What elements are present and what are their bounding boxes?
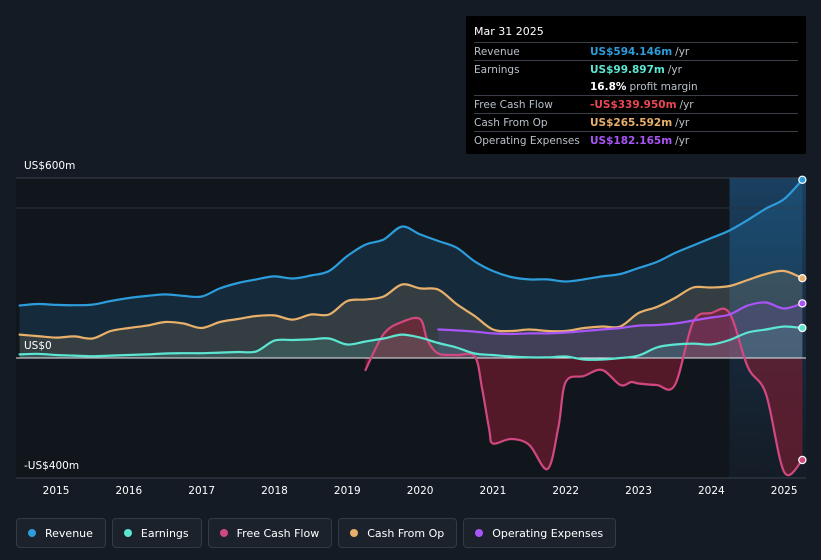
legend-dot-icon — [123, 529, 132, 537]
tooltip-row: Earnings US$99.897m/yr — [474, 60, 798, 78]
legend-item-revenue[interactable]: Revenue — [16, 518, 106, 548]
tooltip-row-unit: /yr — [667, 63, 682, 76]
legend-label: Cash From Op — [367, 526, 445, 540]
legend-label: Revenue — [45, 526, 93, 540]
x-tick-label: 2023 — [625, 485, 652, 497]
legend-label: Free Cash Flow — [236, 526, 320, 540]
legend-item-free-cash-flow[interactable]: Free Cash Flow — [207, 518, 333, 548]
line-operating-expenses — [437, 301, 804, 336]
line-free-cash-flow — [364, 307, 804, 477]
x-tick-label: 2021 — [479, 485, 507, 497]
tooltip-row-value: US$594.146m — [590, 45, 673, 58]
line-revenue — [18, 178, 804, 307]
x-tick-label: 2015 — [42, 485, 70, 497]
data-tooltip: Mar 31 2025 Revenue US$594.146m/yr Earning… — [466, 16, 806, 154]
chart-legend: Revenue Earnings Free Cash Flow Cash From O… — [16, 518, 617, 548]
tooltip-row-value: -US$339.950m — [590, 98, 677, 111]
tooltip-row-label: Operating Expenses — [474, 134, 580, 147]
legend-dot-icon — [475, 529, 484, 537]
legend-item-operating-expenses[interactable]: Operating Expenses — [463, 518, 617, 548]
endpoint-cash-from-op — [798, 274, 807, 283]
x-tick-label: 2024 — [697, 485, 725, 497]
tooltip-row-value: US$182.165m — [590, 134, 673, 147]
area-revenue — [19, 179, 803, 358]
tooltip-row-value: US$99.897m — [590, 63, 665, 76]
x-tick-label: 2016 — [115, 485, 143, 497]
endpoint-earnings — [798, 323, 807, 333]
tooltip-row-unit: /yr — [679, 98, 694, 111]
legend-dot-icon — [219, 529, 228, 537]
tooltip-row-unit: /yr — [675, 134, 690, 147]
x-tick-label: 2019 — [333, 485, 361, 497]
tooltip-row-value: 16.8% — [590, 80, 627, 93]
tooltip-row-value: US$265.592m — [590, 116, 673, 129]
tooltip-row-unit: /yr — [675, 116, 690, 129]
x-tick-label: 2022 — [552, 485, 580, 497]
endpoint-free-cash-flow — [798, 455, 807, 465]
x-tick-label: 2017 — [188, 485, 216, 497]
y-axis-bottom-label: -US$400m — [24, 460, 80, 472]
tooltip-row: 16.8% profit margin — [474, 78, 798, 95]
legend-item-earnings[interactable]: Earnings — [111, 518, 202, 548]
legend-label: Earnings — [140, 526, 189, 540]
tooltip-row-unit: /yr — [675, 45, 690, 58]
x-tick-label: 2025 — [770, 485, 798, 497]
line-cash-from-op — [18, 269, 804, 340]
area-free-cash-flow — [365, 308, 803, 476]
y-axis-top-label: US$600m — [24, 160, 76, 172]
legend-label: Operating Expenses — [492, 526, 604, 540]
x-tick-label: 2020 — [406, 485, 434, 497]
area-earnings — [19, 326, 803, 360]
tooltip-date: Mar 31 2025 — [474, 25, 544, 38]
legend-dot-icon — [350, 529, 359, 537]
tooltip-row: Free Cash Flow -US$339.950m/yr — [474, 95, 798, 113]
area-cash-from-op — [19, 270, 803, 358]
tooltip-row: Operating Expenses US$182.165m/yr — [474, 131, 798, 149]
x-tick-label: 2018 — [261, 485, 288, 497]
line-earnings — [18, 325, 804, 361]
tooltip-row-label: Revenue — [474, 45, 520, 58]
y-axis-zero-label: US$0 — [24, 340, 52, 352]
endpoint-operating-expenses — [798, 299, 807, 308]
tooltip-row: Revenue US$594.146m/yr — [474, 42, 798, 60]
tooltip-row-label: Free Cash Flow — [474, 98, 553, 111]
tooltip-row-label: Cash From Op — [474, 116, 548, 129]
endpoint-revenue — [798, 175, 807, 184]
legend-dot-icon — [28, 529, 36, 537]
tooltip-row-unit: profit margin — [629, 80, 698, 93]
tooltip-row: Cash From Op US$265.592m/yr — [474, 113, 798, 131]
legend-item-cash-from-op[interactable]: Cash From Op — [338, 518, 458, 548]
tooltip-row-label: Earnings — [474, 63, 520, 76]
